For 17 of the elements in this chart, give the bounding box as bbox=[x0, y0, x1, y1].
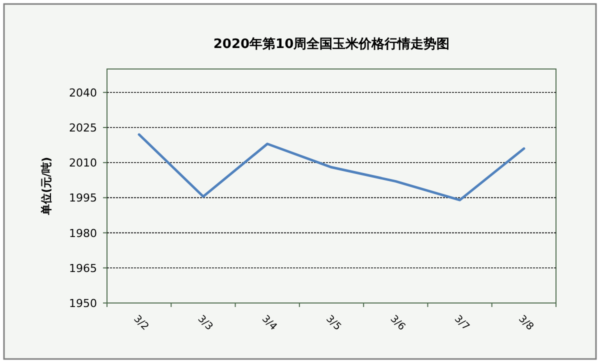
x-tick-label: 3/5 bbox=[324, 314, 343, 333]
y-tick-label: 2040 bbox=[69, 86, 97, 100]
chart-title: 2020年第10周全国玉米价格行情走势图 bbox=[213, 36, 450, 52]
x-tick-label: 3/3 bbox=[195, 314, 215, 333]
y-tick-label: 1965 bbox=[69, 262, 97, 275]
x-tick-label: 3/2 bbox=[131, 314, 150, 333]
y-tick-label: 1980 bbox=[69, 226, 97, 240]
line-series bbox=[138, 133, 526, 202]
y-tick-label: 1995 bbox=[69, 192, 97, 205]
x-tick-label: 3/6 bbox=[388, 314, 407, 333]
y-axis-title: 单位(元/吨) bbox=[40, 156, 53, 216]
x-tick-label: 3/8 bbox=[516, 314, 536, 333]
x-tick-label: 3/7 bbox=[452, 314, 472, 333]
y-tick-label: 2025 bbox=[69, 122, 97, 134]
y-tick-label: 2010 bbox=[69, 156, 97, 170]
y-tick-label: 1950 bbox=[69, 297, 97, 310]
x-tick-label: 3/4 bbox=[260, 314, 279, 333]
